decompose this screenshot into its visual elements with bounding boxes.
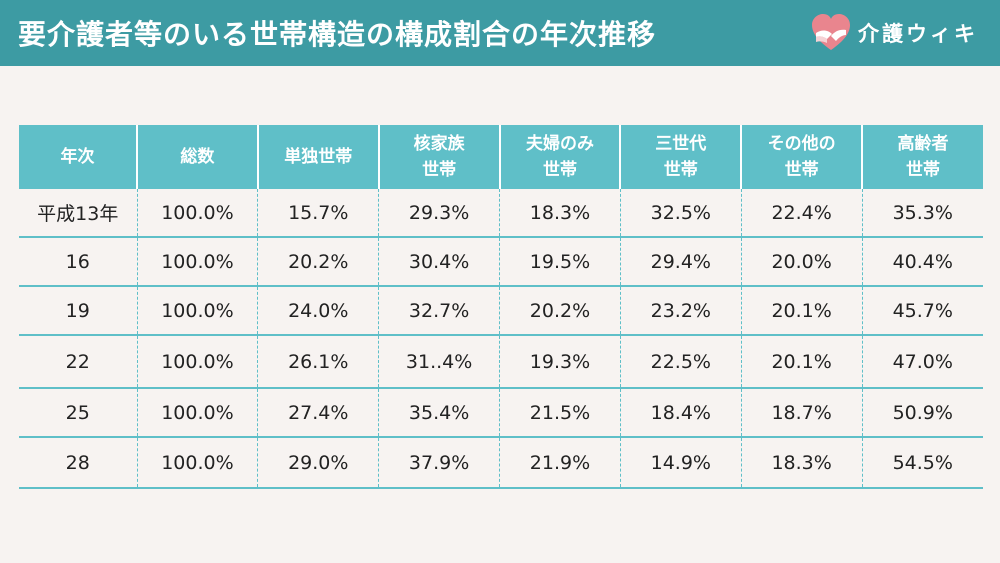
percentage-cell: 18.3% <box>741 437 863 489</box>
column-header-line: 世帯 <box>906 160 941 180</box>
year-cell: 25 <box>19 388 138 438</box>
percentage-cell: 20.1% <box>741 286 863 336</box>
year-cell: 平成13年 <box>19 189 138 238</box>
year-cell: 22 <box>19 335 138 389</box>
percentage-cell: 18.7% <box>741 388 863 438</box>
table-row: 19 100.0% 24.0% 32.7% 20.2% 23.2% 20.1% 45.7% <box>19 286 983 336</box>
year-cell: 16 <box>19 237 138 287</box>
percentage-cell: 35.4% <box>378 388 501 438</box>
table-row: 22 100.0% 26.1% 31..4% 19.3% 22.5% 20.1% 47.0% <box>19 335 983 389</box>
header-bar: 要介護者等のいる世帯構造の構成割合の年次推移 介護ウィキ <box>0 0 1000 66</box>
percentage-cell: 35.3% <box>862 189 983 238</box>
column-header: 総数 <box>137 125 259 189</box>
table-body: 平成13年 100.0% 15.7% 29.3% 18.3% 32.5% 22.4% 35.3… <box>19 189 983 489</box>
percentage-cell: 19.3% <box>499 335 621 389</box>
percentage-cell: 50.9% <box>862 388 983 438</box>
percentage-cell: 26.1% <box>257 335 380 389</box>
column-header-line: 世帯 <box>784 160 819 180</box>
percentage-cell: 18.3% <box>499 189 621 238</box>
table-row: 25 100.0% 27.4% 35.4% 21.5% 18.4% 18.7% 50.9% <box>19 388 983 438</box>
percentage-cell: 32.5% <box>620 189 742 238</box>
percentage-cell: 100.0% <box>137 237 259 287</box>
percentage-cell: 14.9% <box>620 437 742 489</box>
percentage-cell: 22.4% <box>741 189 863 238</box>
column-header: 高齢者 世帯 <box>862 125 983 189</box>
column-header-line: 年次 <box>60 147 95 167</box>
household-structure-table: 年次 総数 単独世帯 核家族 世帯 夫婦のみ 世帯 三世代 世帯 その他の 世帯 高齢者 世帯 平成13… <box>19 125 983 489</box>
percentage-cell: 29.0% <box>257 437 380 489</box>
percentage-cell: 40.4% <box>862 237 983 287</box>
percentage-cell: 27.4% <box>257 388 380 438</box>
column-header: 年次 <box>19 125 138 189</box>
percentage-cell: 21.5% <box>499 388 621 438</box>
percentage-cell: 37.9% <box>378 437 501 489</box>
percentage-cell: 23.2% <box>620 286 742 336</box>
heart-hands-logo-icon <box>812 14 850 50</box>
percentage-cell: 100.0% <box>137 286 259 336</box>
column-header-line: 核家族 <box>413 134 465 154</box>
data-table-container: 年次 総数 単独世帯 核家族 世帯 夫婦のみ 世帯 三世代 世帯 その他の 世帯 高齢者 世帯 平成13… <box>19 125 983 489</box>
percentage-cell: 20.1% <box>741 335 863 389</box>
column-header-line: 三世代 <box>655 134 707 154</box>
year-cell: 28 <box>19 437 138 489</box>
percentage-cell: 29.3% <box>378 189 501 238</box>
column-header-line: 夫婦のみ <box>525 134 594 154</box>
column-header: 単独世帯 <box>257 125 380 189</box>
percentage-cell: 22.5% <box>620 335 742 389</box>
percentage-cell: 31..4% <box>378 335 501 389</box>
column-header: 三世代 世帯 <box>620 125 743 189</box>
table-row: 28 100.0% 29.0% 37.9% 21.9% 14.9% 18.3% 54.5% <box>19 437 983 489</box>
percentage-cell: 45.7% <box>862 286 983 336</box>
percentage-cell: 20.2% <box>257 237 380 287</box>
column-header-line: 単独世帯 <box>284 147 353 167</box>
percentage-cell: 47.0% <box>862 335 983 389</box>
percentage-cell: 18.4% <box>620 388 742 438</box>
table-header-row: 年次 総数 単独世帯 核家族 世帯 夫婦のみ 世帯 三世代 世帯 その他の 世帯 高齢者 世帯 <box>19 125 983 189</box>
table-row: 平成13年 100.0% 15.7% 29.3% 18.3% 32.5% 22.4% 35.3… <box>19 189 983 238</box>
column-header-line: 高齢者 <box>897 134 949 154</box>
column-header-line: 世帯 <box>542 160 577 180</box>
percentage-cell: 54.5% <box>862 437 983 489</box>
column-header-line: 総数 <box>180 147 215 167</box>
column-header-line: その他の <box>767 134 836 154</box>
column-header: 夫婦のみ 世帯 <box>499 125 622 189</box>
percentage-cell: 29.4% <box>620 237 742 287</box>
column-header: 核家族 世帯 <box>378 125 501 189</box>
percentage-cell: 20.0% <box>741 237 863 287</box>
year-cell: 19 <box>19 286 138 336</box>
percentage-cell: 19.5% <box>499 237 621 287</box>
brand-name: 介護ウィキ <box>858 22 978 46</box>
page-title: 要介護者等のいる世帯構造の構成割合の年次推移 <box>18 18 657 51</box>
percentage-cell: 30.4% <box>378 237 501 287</box>
percentage-cell: 15.7% <box>257 189 380 238</box>
percentage-cell: 21.9% <box>499 437 621 489</box>
percentage-cell: 32.7% <box>378 286 501 336</box>
percentage-cell: 24.0% <box>257 286 380 336</box>
percentage-cell: 20.2% <box>499 286 621 336</box>
table-row: 16 100.0% 20.2% 30.4% 19.5% 29.4% 20.0% 40.4% <box>19 237 983 287</box>
percentage-cell: 100.0% <box>137 437 259 489</box>
brand[interactable]: 介護ウィキ <box>810 13 978 53</box>
percentage-cell: 100.0% <box>137 189 259 238</box>
column-header-line: 世帯 <box>422 160 457 180</box>
percentage-cell: 100.0% <box>137 388 259 438</box>
column-header: その他の 世帯 <box>741 125 864 189</box>
column-header-line: 世帯 <box>663 160 698 180</box>
percentage-cell: 100.0% <box>137 335 259 389</box>
